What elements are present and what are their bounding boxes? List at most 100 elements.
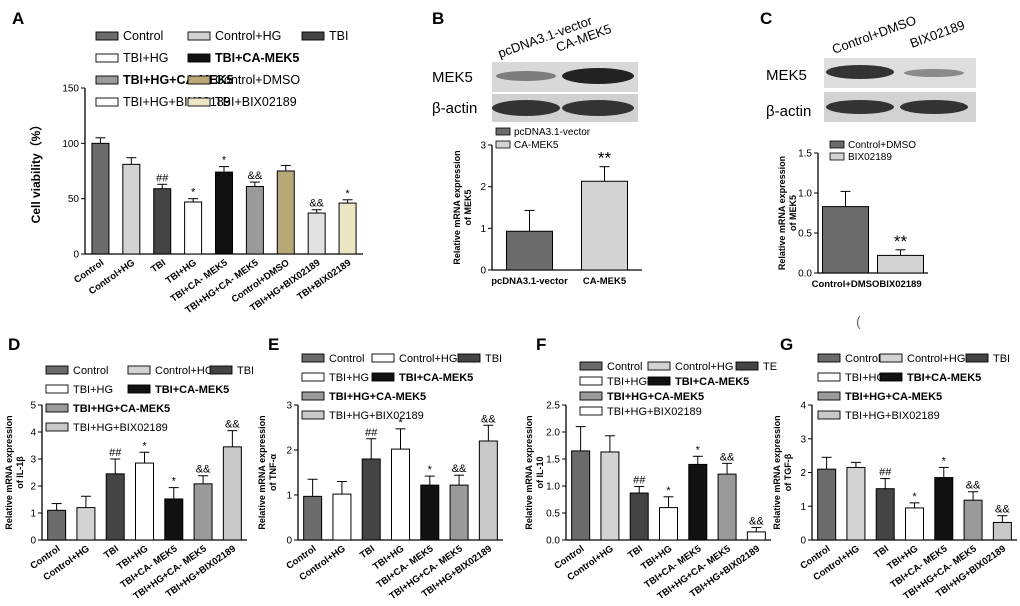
bar <box>361 458 381 541</box>
legend-swatch <box>579 391 603 401</box>
bar <box>245 185 264 255</box>
significance-label: * <box>398 417 403 429</box>
legend-label: TBI+HG+BIX02189 <box>845 410 940 422</box>
bar <box>193 483 213 541</box>
bar <box>846 466 866 541</box>
bar <box>122 163 141 255</box>
bar <box>478 440 498 541</box>
significance-label: * <box>666 485 671 497</box>
legend-label: TBI+HG <box>123 51 169 65</box>
category-label: TBI+BIX02189 <box>295 257 353 302</box>
legend-swatch <box>495 140 511 149</box>
legend-swatch <box>187 53 211 63</box>
panel-label-e: E <box>268 335 279 354</box>
significance-label: * <box>222 155 227 167</box>
chart-a: 0 50 100 150 Cell viability（%） Control Control… <box>28 29 363 316</box>
blot-band <box>826 100 894 114</box>
legend-swatch <box>95 75 119 85</box>
legend-swatch <box>829 152 845 161</box>
blot-band <box>492 100 560 116</box>
y-tick-label: 0 <box>800 536 806 547</box>
bar <box>105 473 125 541</box>
y-tick-label: 150 <box>62 84 79 95</box>
bar <box>338 202 357 255</box>
y-tick-label: 1.0 <box>798 189 812 200</box>
blot-row-label: β-actin <box>766 103 811 120</box>
legend-swatch <box>829 140 845 149</box>
bar <box>303 495 323 541</box>
legend-label: TBI+HG <box>73 384 113 396</box>
y-tick-label: 1.5 <box>546 455 560 466</box>
legend-swatch <box>817 410 841 420</box>
y-tick-label: 3 <box>800 434 806 445</box>
legend-label: TE <box>763 361 777 373</box>
significance-label: * <box>428 464 433 476</box>
bar <box>822 206 869 274</box>
category-label: pcDNA3.1-vector <box>491 276 568 287</box>
y-tick-label: 2 <box>480 182 486 193</box>
legend-swatch <box>735 361 759 371</box>
significance-label: && <box>749 516 764 528</box>
significance-label: && <box>452 463 467 475</box>
y-tick-label: 2 <box>30 482 36 493</box>
chart-g: 0 1 2 3 4 Relative mRNA expressionof TGF-β Con… <box>772 353 1017 602</box>
significance-label: ## <box>633 475 646 487</box>
bar <box>164 498 184 541</box>
y-axis-label-line: Relative mRNA expression <box>452 150 462 264</box>
y-tick-label: 1.5 <box>798 149 812 160</box>
legend-label: TBI <box>993 353 1010 365</box>
legend-label: TBI+HG+CA-MEK5 <box>329 391 426 403</box>
legend-swatch <box>817 353 841 363</box>
chart-d: 0 1 2 3 4 5 Relative mRNA expressionof IL-1β Co… <box>4 365 254 602</box>
legend-label: TBI+HG+CA-MEK5 <box>73 403 170 415</box>
y-tick-label: 0 <box>73 250 79 261</box>
legend-swatch <box>647 361 671 371</box>
bar <box>688 463 708 541</box>
legend-swatch <box>495 127 511 136</box>
y-tick-label: 4 <box>30 428 36 439</box>
category-label: TBI <box>358 543 377 561</box>
y-axis-label: Relative mRNA expressionof TNF-α <box>257 415 278 529</box>
y-tick-label: 2.5 <box>546 401 560 412</box>
category-label: TBI <box>872 543 891 561</box>
y-axis-label: Relative mRNA expressionof TGF-β <box>772 415 793 529</box>
legend-swatch <box>301 353 325 363</box>
blot-band <box>562 68 634 84</box>
blot-row-label: MEK5 <box>766 67 807 84</box>
significance-label: && <box>966 480 981 492</box>
category-label: Control+DMSO <box>812 279 880 290</box>
panel-label-f: F <box>536 335 546 354</box>
y-axis-label: Cell viability（%） <box>28 119 43 224</box>
legend-label: Control <box>329 353 364 365</box>
chart-b: 0 1 2 3 Relative mRNA expressionof MEK5 pcDNA… <box>452 127 642 287</box>
significance-label: * <box>912 491 917 503</box>
legend-label: TBI+HG <box>607 376 647 388</box>
legend-swatch <box>95 31 119 41</box>
y-tick-label: 0.5 <box>798 229 812 240</box>
legend-swatch <box>45 403 69 413</box>
legend-label: TBI+HG+CA-MEK5 <box>607 391 704 403</box>
legend-label: TBI+CA-MEK5 <box>675 376 749 388</box>
y-tick-label: 1 <box>480 224 486 235</box>
bar <box>420 484 440 541</box>
legend-swatch <box>45 384 69 394</box>
legend-swatch <box>817 391 841 401</box>
legend-label: TBI+HG+BIX02189 <box>73 422 168 434</box>
significance-label: && <box>225 419 240 431</box>
bar <box>91 142 110 255</box>
y-tick-label: 2.0 <box>546 428 560 439</box>
bar <box>963 499 983 541</box>
significance-label: && <box>196 464 211 476</box>
bar <box>307 212 326 255</box>
legend-label: BIX02189 <box>848 152 892 163</box>
significance-label: * <box>696 444 701 456</box>
legend-swatch <box>301 410 325 420</box>
legend-label: Control <box>123 29 163 43</box>
bar <box>222 446 242 541</box>
y-tick-label: 4 <box>800 401 806 412</box>
legend-label: Control <box>845 353 880 365</box>
legend-label: Control+HG <box>215 29 281 43</box>
legend-swatch <box>371 353 395 363</box>
category-label: TBI <box>149 257 168 275</box>
